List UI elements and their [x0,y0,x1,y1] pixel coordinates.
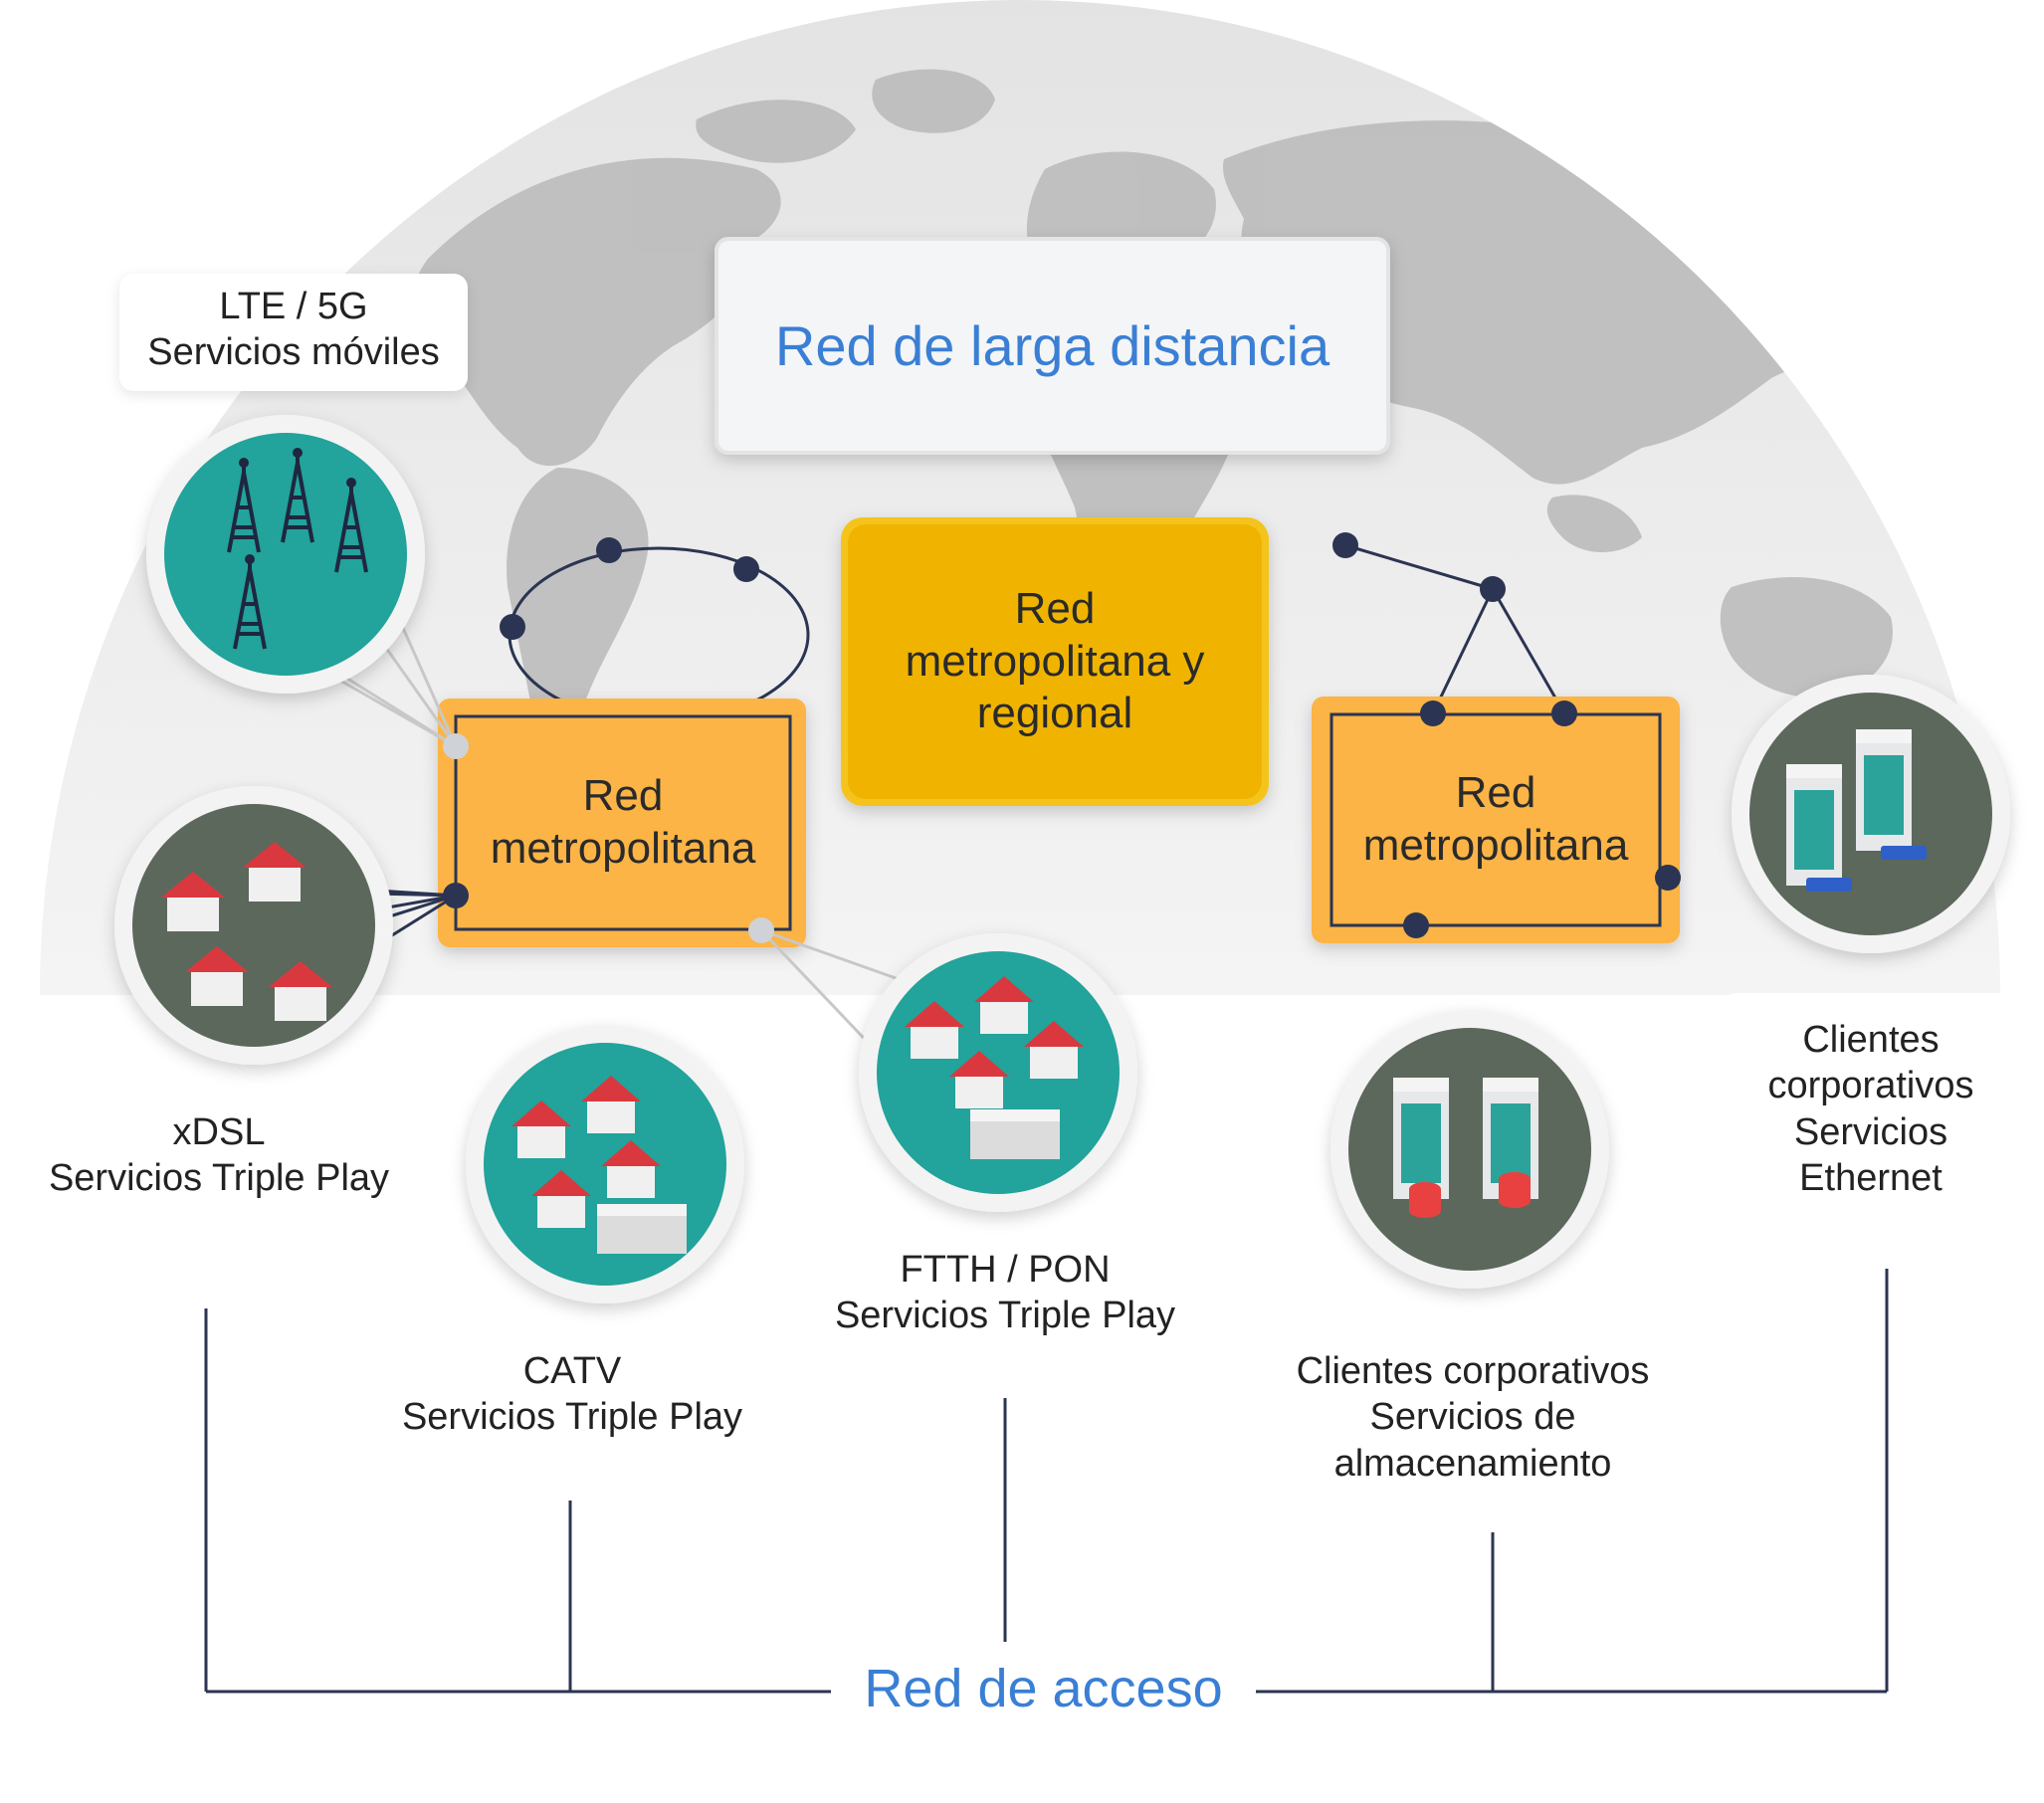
metro-regional-line-2: metropolitana y [905,636,1205,686]
lte-line-1: LTE / 5G [219,286,368,327]
metro-regional-title: Red metropolitana y regional [848,524,1262,799]
catv-label: CATV Servicios Triple Play [373,1348,771,1441]
ftth-line-1: FTTH / PON [900,1249,1111,1291]
ftth-line-2: Servicios Triple Play [834,1295,1176,1337]
access-bracket [204,1269,1889,1694]
office-router-icon [1786,729,1927,892]
long-distance-title: Red de larga distancia [718,241,1386,451]
xdsl-node [114,786,393,1065]
storage-line-3: almacenamiento [1333,1442,1612,1485]
metro-regional-box [841,517,1269,806]
metro-right-title: Red metropolitana [1331,714,1660,925]
xdsl-label: xDSL Servicios Triple Play [20,1109,418,1202]
storage-label: Clientes corporativos Servicios de almac… [1264,1348,1682,1487]
ethernet-line-1: Clientes [1802,1019,1940,1061]
metro-right-box [1312,697,1680,943]
xdsl-line-1: xDSL [172,1111,266,1153]
metro-left-box [438,699,806,947]
long-distance-label: Red de larga distancia [774,314,1330,377]
lte-line-2: Servicios móviles [147,331,440,374]
metro-regional-line-1: Red [1014,583,1096,633]
lte-node [146,415,425,694]
metro-left-line-2: metropolitana [490,824,756,873]
storage-line-2: Servicios de [1369,1396,1576,1439]
storage-line-1: Clientes corporativos [1296,1350,1650,1392]
catv-line-2: Servicios Triple Play [401,1396,743,1439]
houses-building-icon [511,1076,687,1254]
houses-building-icon [905,976,1084,1159]
catv-line-1: CATV [522,1350,622,1392]
ethernet-label-card [1722,993,2020,1222]
access-network-text: Red de acceso [864,1659,1223,1718]
houses-icon [161,842,332,1021]
office-storage-icon [1393,1078,1538,1218]
metro-regional-line-3: regional [976,689,1133,738]
cell-towers-icon [227,448,368,650]
metro-left-dots [443,733,774,943]
long-distance-box [715,237,1390,455]
ethernet-line-3: Servicios [1793,1110,1948,1153]
storage-node [1330,1010,1609,1289]
lte-label: LTE / 5G Servicios móviles [119,284,468,376]
access-network-label: Red de acceso [831,1657,1256,1722]
xdsl-label-card [20,1100,418,1217]
ethernet-line-2: corporativos [1767,1065,1974,1107]
ethernet-line-4: Ethernet [1799,1157,1942,1200]
metro-right-dots [1403,701,1681,938]
metro-right-line-2: metropolitana [1362,821,1629,870]
metro-left-line-1: Red [582,771,664,821]
xdsl-line-2: Servicios Triple Play [48,1157,390,1200]
metro-left-title: Red metropolitana [456,716,790,929]
metro-right-line-1: Red [1455,768,1536,818]
ethernet-label: Clientes corporativos Servicios Ethernet [1722,1017,2020,1201]
metro-tree-right [1332,532,1566,714]
lte-label-card [119,274,468,391]
ftth-label: FTTH / PON Servicios Triple Play [796,1247,1214,1339]
